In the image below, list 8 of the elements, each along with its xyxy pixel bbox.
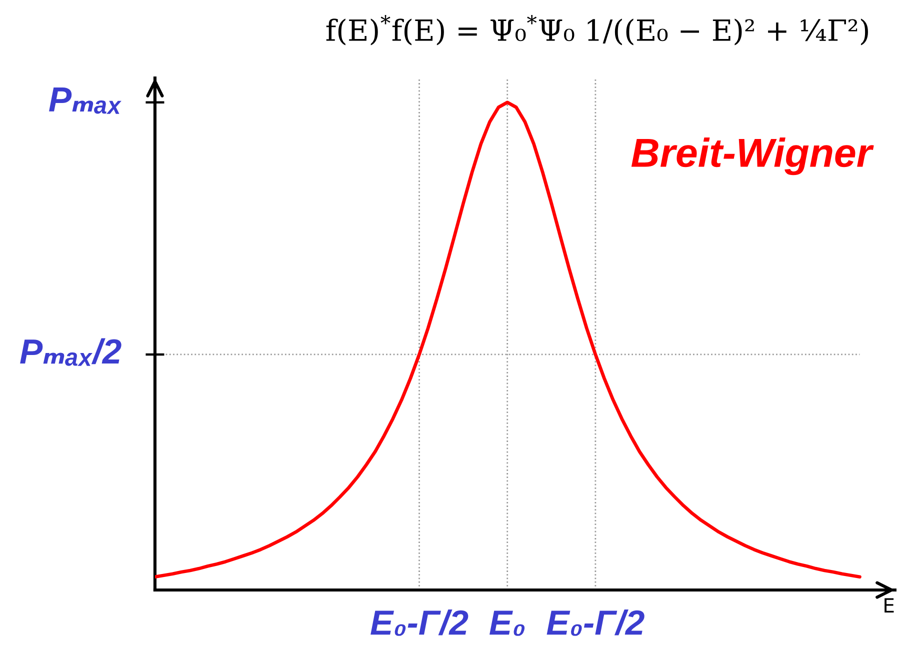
x-tick-label: E₀ — [490, 610, 525, 636]
x-tick-label: E₀-Γ/2 — [370, 609, 468, 636]
x-tick-label: E₀-Γ/2 — [546, 609, 644, 636]
text: Pₘₐₓ — [49, 87, 122, 114]
ref-line-label: Pₘₐₓ/2 — [20, 338, 122, 366]
chart-title: f(E)$^{*}$f(E) = Ψ₀$^{*}$Ψ₀ 1/((E₀ − E)² + ¼Γ²) — [326, 15, 868, 46]
x-axis-title: E — [884, 598, 894, 612]
text: Breit-Wigner — [631, 138, 874, 176]
